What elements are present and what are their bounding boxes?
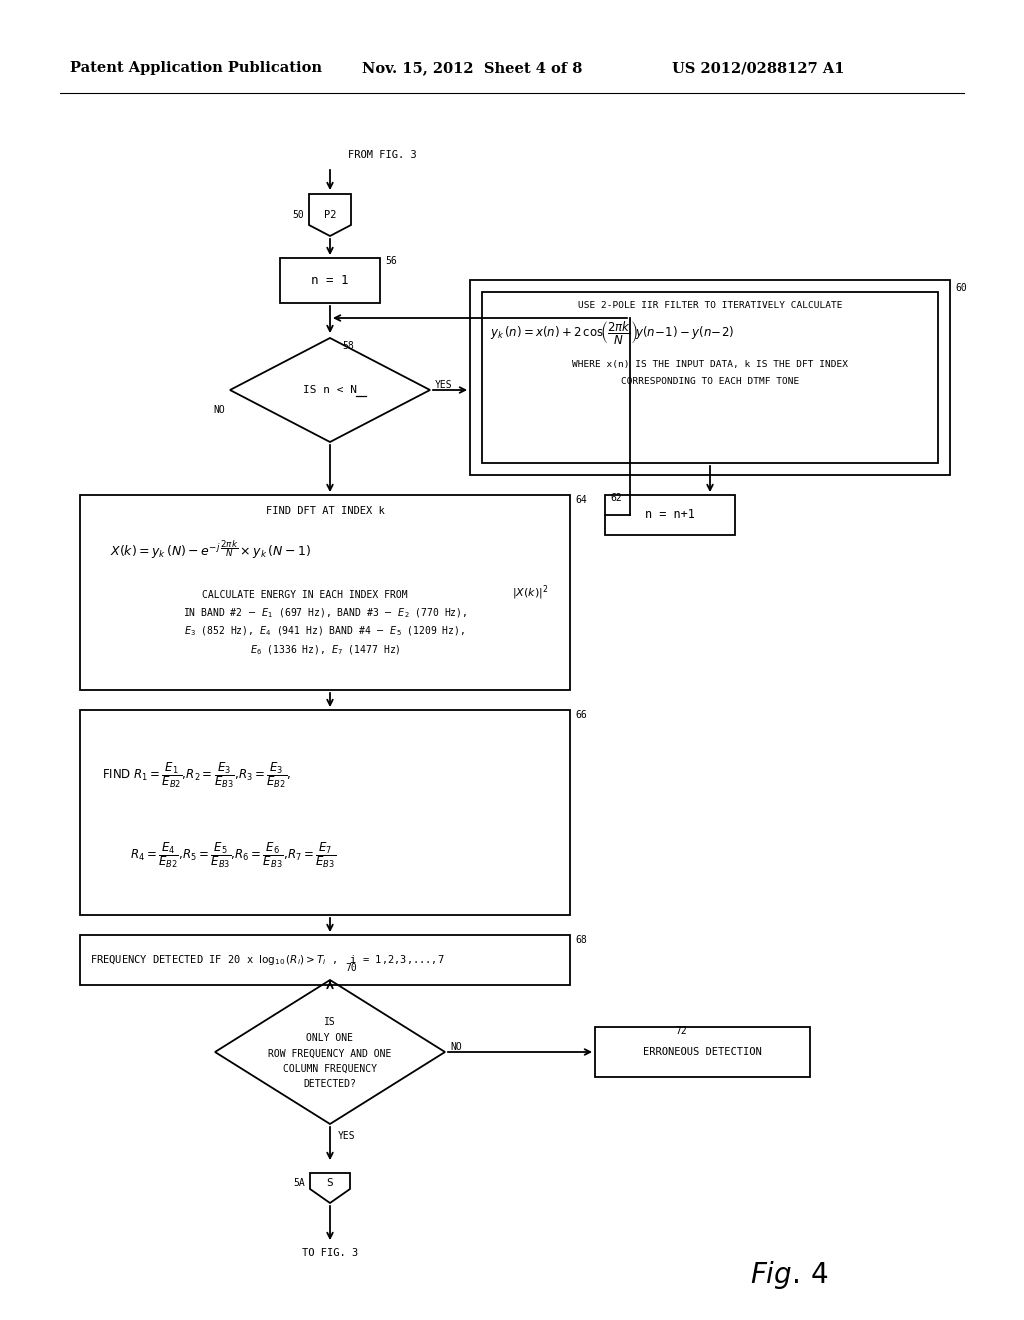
Text: S: S xyxy=(327,1177,334,1188)
Text: 5A: 5A xyxy=(293,1177,305,1188)
Text: n = 1: n = 1 xyxy=(311,273,349,286)
Text: COLUMN FREQUENCY: COLUMN FREQUENCY xyxy=(283,1064,377,1074)
Text: USE 2-POLE IIR FILTER TO ITERATIVELY CALCULATE: USE 2-POLE IIR FILTER TO ITERATIVELY CAL… xyxy=(578,301,843,310)
Text: 68: 68 xyxy=(575,935,587,945)
Text: CORRESPONDING TO EACH DTMF TONE: CORRESPONDING TO EACH DTMF TONE xyxy=(621,376,799,385)
Text: 60: 60 xyxy=(955,282,967,293)
Text: $|X(k)|^2$: $|X(k)|^2$ xyxy=(512,583,549,602)
Bar xyxy=(482,292,938,463)
Text: 70: 70 xyxy=(345,964,356,973)
Text: IS n < N: IS n < N xyxy=(303,385,357,395)
Text: $E_6$ (1336 Hz), $E_7$ (1477 Hz): $E_6$ (1336 Hz), $E_7$ (1477 Hz) xyxy=(250,643,400,657)
Text: CALCULATE ENERGY IN EACH INDEX FROM: CALCULATE ENERGY IN EACH INDEX FROM xyxy=(202,590,408,601)
Bar xyxy=(595,1027,810,1077)
Text: FIND $R_1 = \dfrac{E_1}{E_{B2}},\!R_2 = \dfrac{E_3}{E_{B3}},\!R_3 = \dfrac{E_3}{: FIND $R_1 = \dfrac{E_1}{E_{B2}},\!R_2 = … xyxy=(102,760,291,789)
Text: $y_k\,(n) = x(n) + 2\,\mathrm{cos}\!\left(\dfrac{2\pi k}{N}\right)\!y(n\!-\!1) -: $y_k\,(n) = x(n) + 2\,\mathrm{cos}\!\lef… xyxy=(490,318,734,346)
Text: n = n+1: n = n+1 xyxy=(645,508,695,521)
Text: YES: YES xyxy=(338,1131,355,1140)
Text: ROW FREQUENCY AND ONE: ROW FREQUENCY AND ONE xyxy=(268,1049,392,1059)
Bar xyxy=(470,280,950,475)
Text: FREQUENCY DETECTED IF 20 x $\log_{10}(R_i) > T_i$ ,  i = 1,2,3,...,7: FREQUENCY DETECTED IF 20 x $\log_{10}(R_… xyxy=(90,953,444,968)
Text: 62: 62 xyxy=(610,492,622,503)
Text: $E_3$ (852 Hz), $E_4$ (941 Hz) BAND #4 $-$ $E_5$ (1209 Hz),: $E_3$ (852 Hz), $E_4$ (941 Hz) BAND #4 $… xyxy=(184,624,466,638)
Text: FROM FIG. 3: FROM FIG. 3 xyxy=(348,150,417,160)
Bar xyxy=(80,495,570,690)
Text: 64: 64 xyxy=(575,495,587,506)
Text: WHERE x(n) IS THE INPUT DATA, k IS THE DFT INDEX: WHERE x(n) IS THE INPUT DATA, k IS THE D… xyxy=(572,359,848,368)
Text: ERRONEOUS DETECTION: ERRONEOUS DETECTION xyxy=(643,1047,762,1057)
Bar xyxy=(80,710,570,915)
Text: 50: 50 xyxy=(292,210,304,220)
Text: ONLY ONE: ONLY ONE xyxy=(306,1034,353,1043)
Bar xyxy=(80,935,570,985)
Bar xyxy=(605,495,735,535)
Text: YES: YES xyxy=(435,380,453,389)
Bar xyxy=(280,257,380,304)
Text: 58: 58 xyxy=(342,341,353,351)
Text: $R_4 = \dfrac{E_4}{E_{B2}},\!R_5 = \dfrac{E_5}{E_{B3}},\!R_6 = \dfrac{E_6}{E_{B3: $R_4 = \dfrac{E_4}{E_{B2}},\!R_5 = \dfra… xyxy=(130,840,336,870)
Text: 72: 72 xyxy=(675,1026,687,1036)
Text: IN BAND #2 $-$ $E_1$ (697 Hz), BAND #3 $-$ $E_2$ (770 Hz),: IN BAND #2 $-$ $E_1$ (697 Hz), BAND #3 $… xyxy=(183,606,467,620)
Text: NO: NO xyxy=(450,1041,462,1052)
Text: 56: 56 xyxy=(385,256,396,267)
Text: P2: P2 xyxy=(324,210,336,220)
Text: Patent Application Publication: Patent Application Publication xyxy=(70,61,322,75)
Text: US 2012/0288127 A1: US 2012/0288127 A1 xyxy=(672,61,845,75)
Text: $X(k) = y_k\,(N) - e^{-j\,\dfrac{2\pi k}{N}} \times y_k\,(N-1)$: $X(k) = y_k\,(N) - e^{-j\,\dfrac{2\pi k}… xyxy=(110,539,311,561)
Text: DETECTED?: DETECTED? xyxy=(303,1078,356,1089)
Text: NO: NO xyxy=(213,405,225,414)
Text: IS: IS xyxy=(325,1016,336,1027)
Text: TO FIG. 3: TO FIG. 3 xyxy=(302,1247,358,1258)
Text: $\mathit{Fig.}\,4$: $\mathit{Fig.}\,4$ xyxy=(750,1259,828,1291)
Text: FIND DFT AT INDEX k: FIND DFT AT INDEX k xyxy=(265,506,384,516)
Text: 66: 66 xyxy=(575,710,587,719)
Text: Nov. 15, 2012  Sheet 4 of 8: Nov. 15, 2012 Sheet 4 of 8 xyxy=(362,61,583,75)
